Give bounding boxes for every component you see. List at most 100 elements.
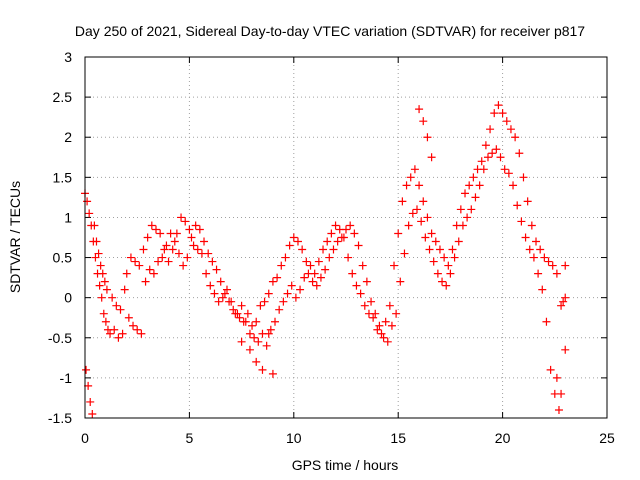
data-point: [456, 205, 465, 214]
data-point: [350, 229, 359, 238]
data-point: [346, 221, 355, 230]
data-point: [506, 125, 515, 134]
data-point: [392, 309, 401, 318]
data-point: [99, 309, 108, 318]
data-point: [465, 181, 474, 190]
data-point: [116, 305, 125, 314]
y-tick-label: 0: [64, 290, 72, 306]
data-point: [90, 221, 99, 230]
data-point: [442, 281, 451, 290]
data-point: [525, 245, 534, 254]
data-point: [114, 333, 123, 342]
data-point: [467, 205, 476, 214]
data-point: [214, 297, 223, 306]
data-point: [400, 249, 409, 258]
data-point: [183, 253, 192, 262]
data-point: [293, 237, 302, 246]
data-point: [394, 229, 403, 238]
data-point: [387, 321, 396, 330]
chart-title: Day 250 of 2021, Sidereal Day-to-day VTE…: [75, 23, 585, 39]
data-point: [408, 209, 417, 218]
data-point: [254, 337, 263, 346]
data-point: [406, 173, 415, 182]
data-point: [141, 277, 150, 286]
data-point: [371, 309, 380, 318]
data-point: [427, 153, 436, 162]
data-point: [367, 297, 376, 306]
data-point: [383, 337, 392, 346]
data-point: [369, 313, 378, 322]
data-point: [415, 105, 424, 114]
data-point: [200, 237, 209, 246]
data-point: [218, 293, 227, 302]
data-point: [97, 293, 106, 302]
data-point: [275, 305, 284, 314]
data-point: [106, 329, 115, 338]
data-point: [245, 345, 254, 354]
data-point: [216, 277, 225, 286]
data-point: [536, 245, 545, 254]
data-point: [404, 221, 413, 230]
data-point: [110, 325, 119, 334]
data-point: [131, 257, 140, 266]
data-point: [145, 265, 154, 274]
data-point: [431, 237, 440, 246]
data-point: [354, 241, 363, 250]
data-point: [108, 293, 117, 302]
data-point: [285, 241, 294, 250]
data-point: [496, 153, 505, 162]
data-point: [515, 149, 524, 158]
data-point: [174, 249, 183, 258]
data-point: [483, 153, 492, 162]
data-point: [419, 197, 428, 206]
data-point: [143, 233, 152, 242]
data-point: [375, 321, 384, 330]
data-point: [185, 225, 194, 234]
data-point: [95, 281, 104, 290]
data-point: [164, 257, 173, 266]
data-point: [477, 157, 486, 166]
data-point: [448, 245, 457, 254]
data-point: [481, 141, 490, 150]
data-point: [133, 325, 142, 334]
data-point: [344, 253, 353, 262]
data-point: [243, 309, 252, 318]
data-point: [429, 257, 438, 266]
data-point: [557, 389, 566, 398]
data-point: [212, 265, 221, 274]
data-point: [92, 237, 101, 246]
data-point: [187, 233, 196, 242]
data-point: [469, 173, 478, 182]
data-point: [189, 241, 198, 250]
data-point: [337, 233, 346, 242]
data-point: [396, 277, 405, 286]
data-point: [210, 289, 219, 298]
data-point: [348, 269, 357, 278]
data-point: [101, 317, 110, 326]
data-point: [519, 173, 528, 182]
data-point: [162, 241, 171, 250]
data-point: [433, 269, 442, 278]
data-point: [208, 257, 217, 266]
data-point: [492, 145, 501, 154]
y-tick-label: 3: [64, 49, 72, 65]
data-point: [500, 165, 509, 174]
data-point: [245, 329, 254, 338]
data-point: [402, 181, 411, 190]
data-point: [521, 233, 530, 242]
data-point: [438, 277, 447, 286]
data-point: [377, 329, 386, 338]
data-point: [220, 289, 229, 298]
data-point: [425, 245, 434, 254]
data-point: [260, 297, 269, 306]
data-point: [126, 253, 135, 262]
data-point: [323, 237, 332, 246]
data-point: [446, 269, 455, 278]
data-point: [475, 181, 484, 190]
data-point: [88, 409, 97, 418]
data-point: [381, 317, 390, 326]
data-point: [118, 329, 127, 338]
data-point: [559, 297, 568, 306]
data-point: [360, 301, 369, 310]
data-point: [546, 365, 555, 374]
